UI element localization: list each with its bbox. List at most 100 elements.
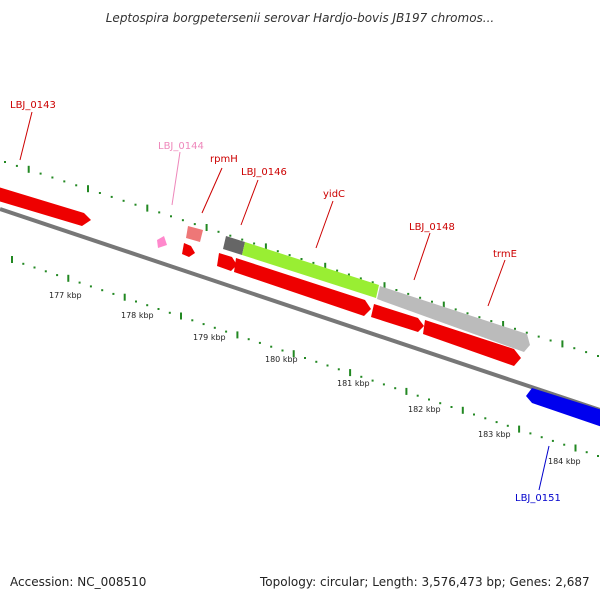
major-tick xyxy=(561,340,564,348)
major-tick xyxy=(502,321,505,328)
minor-tick xyxy=(371,379,374,382)
minor-tick xyxy=(193,223,196,226)
gene-feature-lbj0143[interactable] xyxy=(0,186,91,226)
genome-backbone xyxy=(0,207,600,412)
chromosome-title: Leptospira borgpetersenii serovar Hardjo… xyxy=(105,11,495,25)
minor-tick xyxy=(419,296,422,299)
major-tick xyxy=(180,312,182,320)
major-tick xyxy=(518,425,521,433)
major-tick xyxy=(264,243,267,251)
minor-tick xyxy=(15,164,18,167)
minor-tick xyxy=(253,242,256,245)
minor-tick xyxy=(478,316,481,319)
gene-label-lbj0151[interactable]: LBJ_0151 xyxy=(515,493,561,504)
minor-tick xyxy=(585,451,588,454)
minor-tick xyxy=(158,211,161,214)
minor-tick xyxy=(98,192,101,194)
minor-tick xyxy=(78,281,81,284)
minor-tick xyxy=(551,439,554,442)
minor-tick xyxy=(241,238,244,241)
minor-tick xyxy=(22,262,25,265)
minor-tick xyxy=(288,254,291,257)
gene-label-rpmh[interactable]: rpmH xyxy=(210,154,238,165)
minor-tick xyxy=(44,270,47,273)
minor-tick xyxy=(315,360,318,363)
minor-tick xyxy=(407,292,410,295)
minor-tick xyxy=(495,421,498,424)
gene-feature-lbj0144[interactable] xyxy=(157,236,167,248)
minor-tick xyxy=(439,402,442,405)
minor-tick xyxy=(75,184,78,187)
topology-summary: Topology: circular; Length: 3,576,473 bp… xyxy=(260,575,590,589)
gene-feature-yidc[interactable] xyxy=(242,242,379,298)
minor-tick xyxy=(525,331,528,334)
minor-tick xyxy=(473,413,475,416)
gene-feature-red-mid[interactable] xyxy=(371,304,424,332)
gene-feature-trme[interactable] xyxy=(423,320,521,366)
major-tick xyxy=(123,293,126,301)
major-tick xyxy=(405,387,408,395)
minor-tick xyxy=(112,292,115,295)
minor-tick xyxy=(300,258,303,260)
minor-tick xyxy=(490,320,493,323)
accession-text: Accession: NC_008510 xyxy=(10,575,147,589)
inner-tick-track xyxy=(11,256,599,457)
minor-tick xyxy=(304,357,306,359)
kbp-label: 182 kbp xyxy=(408,405,441,414)
major-tick xyxy=(146,204,149,212)
minor-tick xyxy=(229,234,232,237)
gene-label-lbj0143[interactable]: LBJ_0143 xyxy=(10,100,56,111)
kbp-label: 177 kbp xyxy=(49,291,82,300)
minor-tick xyxy=(258,341,261,344)
gene-label-lbj0144[interactable]: LBJ_0144 xyxy=(158,141,204,152)
kbp-label: 183 kbp xyxy=(478,430,511,439)
gene-label-lbj0148[interactable]: LBJ_0148 xyxy=(409,222,455,233)
minor-tick xyxy=(563,443,566,446)
kbp-label: 180 kbp xyxy=(265,355,298,364)
minor-tick xyxy=(281,349,284,352)
gene-feature-rpmh[interactable] xyxy=(186,226,203,242)
minor-tick xyxy=(466,312,469,315)
major-tick xyxy=(461,406,464,414)
minor-tick xyxy=(276,250,279,253)
major-tick xyxy=(442,301,445,309)
minor-tick xyxy=(337,368,340,371)
major-tick xyxy=(349,369,352,377)
major-tick xyxy=(383,282,386,290)
minor-tick xyxy=(270,345,273,348)
minor-tick xyxy=(360,375,363,378)
minor-tick xyxy=(371,281,374,284)
minor-tick xyxy=(573,347,576,350)
gene-feature-lbj0146[interactable] xyxy=(223,236,245,255)
gene-feature-lbj0151[interactable] xyxy=(526,388,600,428)
minor-tick xyxy=(202,323,205,326)
minor-tick xyxy=(537,335,540,338)
minor-tick xyxy=(395,289,398,291)
minor-tick xyxy=(110,195,113,198)
gene-label-trme[interactable]: trmE xyxy=(493,249,517,260)
minor-tick xyxy=(549,339,552,342)
minor-tick xyxy=(135,300,137,303)
gene-feature-red-long[interactable] xyxy=(234,258,371,316)
gene-label-lbj0146[interactable]: LBJ_0146 xyxy=(241,167,287,178)
gene-label-yidc[interactable]: yidC xyxy=(323,189,345,200)
minor-tick xyxy=(597,455,599,457)
minor-tick xyxy=(394,387,397,390)
minor-tick xyxy=(382,383,385,386)
major-tick xyxy=(205,224,208,231)
major-tick xyxy=(87,185,89,193)
minor-tick xyxy=(312,261,315,264)
gene-feature-lbj0148[interactable] xyxy=(377,286,530,352)
gene-feature-small-red[interactable] xyxy=(182,243,195,257)
minor-tick xyxy=(89,285,92,288)
minor-tick xyxy=(540,436,543,439)
minor-tick xyxy=(585,351,588,354)
kbp-label: 179 kbp xyxy=(193,333,226,342)
minor-tick xyxy=(101,289,104,292)
minor-tick xyxy=(157,308,160,310)
minor-tick xyxy=(484,417,487,420)
kbp-label: 178 kbp xyxy=(121,311,154,320)
gene-feature-red-short[interactable] xyxy=(217,253,237,271)
